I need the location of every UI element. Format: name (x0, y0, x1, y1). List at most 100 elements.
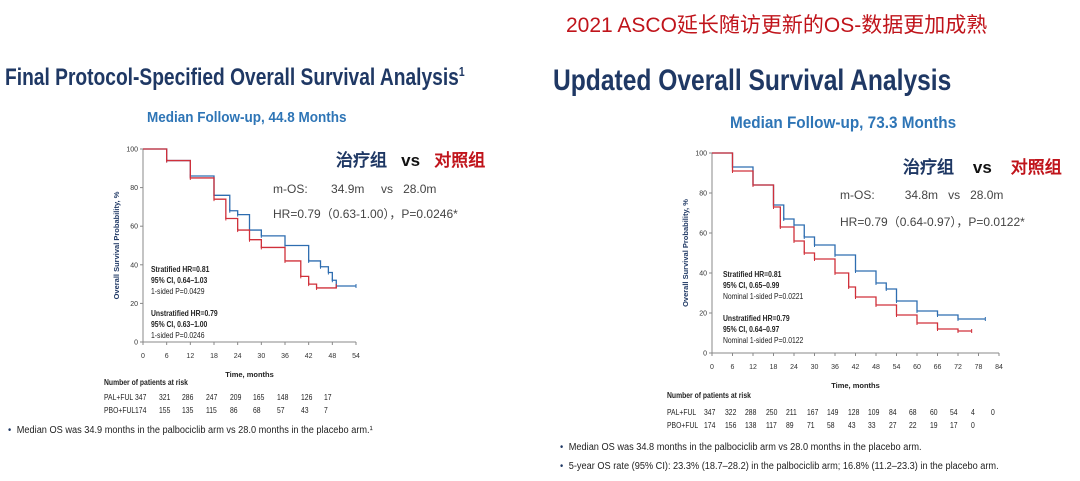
x-tick-label: 24 (234, 353, 242, 360)
right-bullet-1: • Median OS was 34.8 months in the palboc… (560, 442, 922, 453)
x-tick-label: 0 (141, 353, 145, 360)
risk-value: 321 (158, 393, 171, 402)
left-legend: 治疗组 vs 对照组 (336, 151, 486, 170)
x-tick-label: 48 (872, 364, 880, 371)
risk-value: 27 (888, 421, 897, 430)
left-title: Final Protocol-Specified Overall Surviva… (5, 64, 465, 91)
x-tick-label: 60 (913, 364, 921, 371)
risk-value: 117 (765, 421, 777, 430)
y-tick-label: 20 (130, 301, 138, 308)
risk-value: 54 (950, 408, 958, 417)
left-subtitle: Median Follow-up, 44.8 Months (147, 109, 347, 126)
risk-value: 4 (970, 408, 975, 417)
risk-value: 126 (300, 393, 313, 402)
risk-value: 0 (970, 421, 975, 430)
x-tick-label: 0 (710, 364, 714, 371)
x-tick-label: 78 (975, 364, 983, 371)
km-curve-pal-ful (143, 148, 356, 287)
x-axis-label: Time, months (225, 370, 274, 379)
risk-value: 60 (929, 408, 938, 417)
left-annotation: Stratified HR=0.81 95% CI, 0.64–1.03 1-sid… (151, 265, 218, 340)
y-tick-label: 0 (703, 351, 707, 358)
x-tick-label: 12 (749, 364, 757, 371)
risk-value: 174 (135, 406, 147, 415)
risk-value: 156 (724, 421, 736, 430)
x-tick-label: 24 (790, 364, 798, 371)
risk-row-label: PBO+FUL (667, 421, 699, 430)
right-title: Updated Overall Survival Analysis (553, 64, 952, 97)
x-tick-label: 42 (305, 353, 313, 360)
x-tick-label: 30 (811, 364, 819, 371)
y-tick-label: 0 (134, 340, 138, 347)
risk-value: 7 (324, 406, 329, 415)
x-tick-label: 72 (954, 364, 962, 371)
risk-value: 17 (950, 421, 958, 430)
x-tick-label: 6 (165, 353, 169, 360)
y-tick-label: 40 (130, 262, 138, 269)
risk-value: 89 (786, 421, 794, 430)
risk-value: 43 (847, 421, 856, 430)
y-axis-label: Overall Survival Probability, % (681, 199, 690, 307)
x-tick-label: 6 (731, 364, 735, 371)
x-tick-label: 54 (352, 353, 360, 360)
y-tick-label: 80 (130, 185, 138, 192)
right-annotation: Stratified HR=0.81 95% CI, 0.65–0.99 Nomin… (723, 270, 804, 345)
right-risk-header: Number of patients at risk (667, 391, 751, 400)
right-bullet-2: • 5-year OS rate (95% CI): 23.3% (18.7–28… (560, 461, 999, 472)
risk-value: 209 (229, 393, 242, 402)
right-hr: HR=0.79（0.64-0.97），P=0.0122* (840, 215, 1025, 229)
risk-value: 71 (806, 421, 815, 430)
risk-row-label: PBO+FUL (104, 406, 136, 415)
risk-value: 109 (868, 408, 880, 417)
x-tick-label: 66 (934, 364, 942, 371)
risk-value: 149 (827, 408, 839, 417)
y-tick-label: 100 (695, 151, 707, 158)
x-tick-label: 54 (893, 364, 901, 371)
y-tick-label: 60 (699, 231, 707, 238)
risk-value: 288 (745, 408, 757, 417)
risk-value: 0 (991, 408, 995, 417)
risk-value: 115 (206, 406, 217, 415)
risk-value: 86 (229, 406, 238, 415)
x-tick-label: 36 (281, 353, 289, 360)
risk-row-label: PAL+FUL (667, 408, 697, 417)
x-tick-label: 48 (328, 353, 336, 360)
x-tick-label: 84 (995, 364, 1003, 371)
risk-value: 43 (300, 406, 309, 415)
banner-title: 2021 ASCO延长随访更新的OS-数据更加成熟 (566, 14, 988, 37)
x-tick-label: 12 (186, 353, 194, 360)
risk-value: 135 (182, 406, 194, 415)
risk-value: 17 (324, 393, 332, 402)
x-tick-label: 18 (770, 364, 778, 371)
risk-value: 155 (158, 406, 171, 415)
risk-value: 174 (704, 421, 716, 430)
left-hr: HR=0.79（0.63-1.00），P=0.0246* (273, 207, 458, 221)
risk-value: 211 (786, 408, 797, 417)
risk-value: 347 (135, 393, 147, 402)
risk-value: 322 (724, 408, 736, 417)
risk-value: 84 (888, 408, 897, 417)
risk-value: 286 (182, 393, 194, 402)
y-tick-label: 100 (126, 147, 138, 154)
right-legend: 治疗组 vs 对照组 (903, 158, 1062, 177)
x-tick-label: 18 (210, 353, 218, 360)
y-tick-label: 60 (130, 224, 138, 231)
risk-value: 22 (909, 421, 917, 430)
x-tick-label: 36 (831, 364, 839, 371)
risk-value: 247 (206, 393, 218, 402)
risk-value: 57 (277, 406, 285, 415)
risk-value: 68 (253, 406, 261, 415)
risk-value: 58 (827, 421, 835, 430)
left-risk-header: Number of patients at risk (104, 378, 188, 387)
left-mos: m-OS: 34.9m vs 28.0m (273, 182, 437, 196)
x-axis-label: Time, months (831, 381, 880, 390)
y-axis-label: Overall Survival Probability, % (112, 191, 121, 299)
risk-value: 167 (806, 408, 818, 417)
risk-value: 250 (765, 408, 777, 417)
right-mos: m-OS: 34.8m vs 28.0m (840, 188, 1004, 202)
risk-value: 347 (704, 408, 716, 417)
y-tick-label: 20 (699, 311, 707, 318)
risk-row-label: PAL+FUL (104, 393, 134, 402)
